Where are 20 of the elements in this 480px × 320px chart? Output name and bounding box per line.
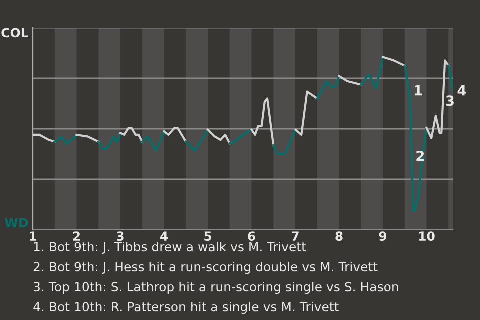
annotation: 1 [414, 85, 422, 96]
text: 1. Bot 9th: J. Tibbs drew a walk vs M. Trivett [34, 242, 306, 254]
x-tick-label: 10 [419, 232, 435, 242]
x-tick-label: 6 [248, 232, 256, 242]
text: 2. Bot 9th: J. Hess hit a run-scoring double vs M. Trivett [34, 262, 378, 274]
x-tick-label: 4 [160, 232, 168, 241]
x-tick-label: 3 [116, 232, 124, 242]
text: 4. Bot 10th: R. Patterson hit a single vs M. Trivett [34, 302, 339, 314]
text: WD [5, 218, 28, 228]
x-tick-label: 8 [336, 232, 343, 242]
x-tick-label: 7 [292, 232, 299, 241]
text: 3. Top 10th: S. Lathrop hit a run-scoring single vs S. Hason [34, 282, 398, 294]
x-tick-label: 2 [73, 232, 80, 241]
x-tick-label: 5 [204, 232, 212, 242]
x-tick-label: 9 [379, 232, 387, 242]
annotation: 2 [416, 150, 424, 162]
text: COL [2, 28, 28, 38]
annotation: 4 [458, 85, 466, 96]
annotation: 3 [446, 96, 454, 106]
x-tick-label: 1 [30, 232, 36, 241]
